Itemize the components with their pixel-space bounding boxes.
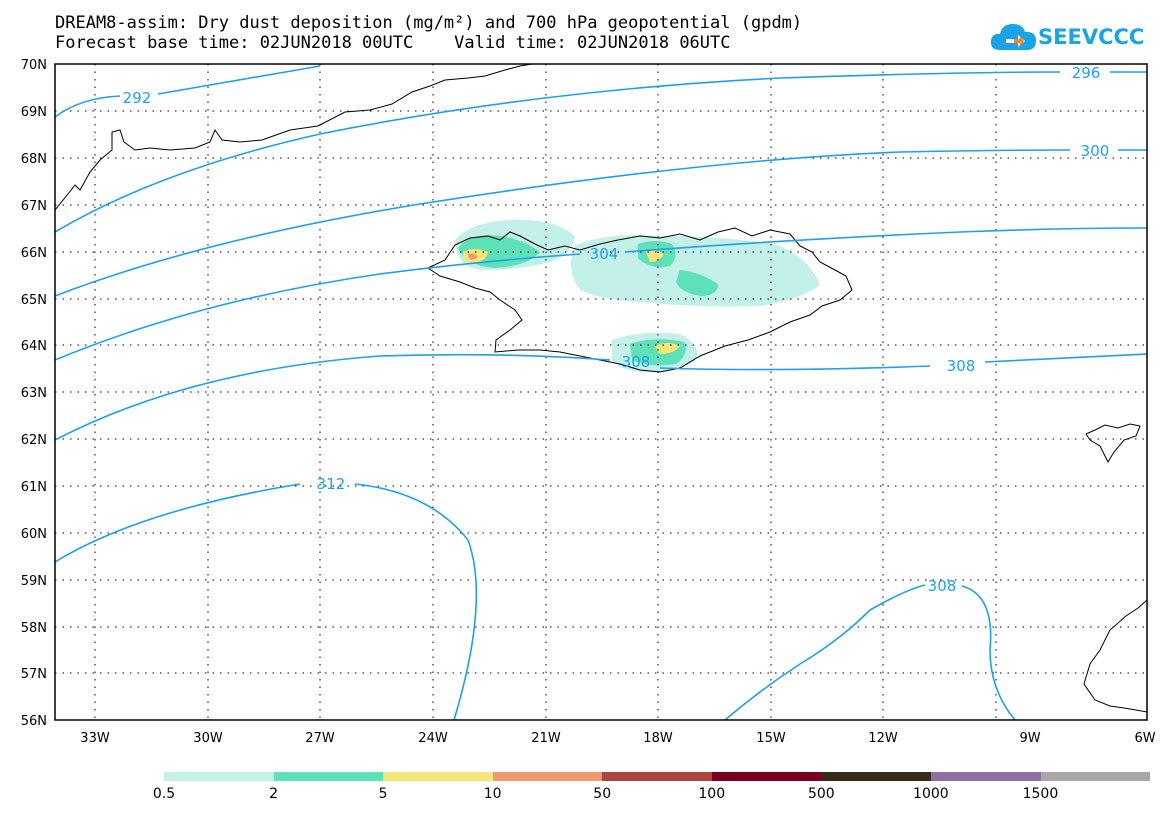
legend-label: 10 (483, 786, 502, 802)
legend-swatch (930, 772, 1041, 781)
contour-label-304: 304 (590, 245, 619, 263)
cloud-arrow-icon (990, 24, 1036, 50)
lon-label: 21W (531, 731, 561, 746)
lat-label: 70N (21, 58, 47, 73)
legend-swatch (164, 772, 274, 781)
lat-label: 66N (21, 246, 47, 261)
legend-colorbar (164, 772, 1151, 781)
seevccc-logo: SEEVCCC (990, 18, 1144, 58)
lon-label: 18W (643, 731, 673, 746)
legend-swatch (492, 772, 603, 781)
title-line-1: DREAM8-assim: Dry dust deposition (mg/m²… (55, 13, 803, 33)
faroe-islands-coast (1085, 423, 1141, 464)
lat-label: 56N (21, 714, 47, 729)
lon-label: 24W (418, 731, 448, 746)
legend-label: 1500 (1022, 786, 1059, 802)
lon-label: 30W (193, 731, 223, 746)
contour-label-308-south: 308 (928, 577, 957, 595)
legend-swatch (711, 772, 822, 781)
lat-label: 57N (21, 667, 47, 682)
contour-labels: 292 296 300 304 308 308 312 308 (123, 64, 1110, 595)
contour-label-308-east: 308 (947, 357, 976, 375)
contour-label-296: 296 (1072, 64, 1101, 82)
lat-label: 61N (21, 480, 47, 495)
legend-label: 5 (378, 786, 388, 802)
lat-label: 63N (21, 386, 47, 401)
contour-label-292: 292 (123, 89, 152, 107)
lat-label: 64N (21, 339, 47, 354)
legend-label: 1000 (913, 786, 949, 802)
iceland-coast (426, 227, 853, 373)
lat-label: 69N (21, 105, 47, 120)
lat-label: 58N (21, 621, 47, 636)
map-frame (54, 63, 1148, 721)
legend-swatch (821, 772, 931, 781)
legend-label: 0.5 (152, 786, 176, 802)
legend-swatch (1040, 772, 1151, 781)
legend-swatch (602, 772, 712, 781)
lon-label: 6W (1134, 731, 1155, 746)
lat-label: 67N (21, 199, 47, 214)
legend-label: 50 (593, 786, 612, 802)
lat-label: 62N (21, 433, 47, 448)
contour-label-308-iceland: 308 (622, 353, 651, 371)
scotland-coast (1083, 599, 1148, 713)
lon-label: 12W (868, 731, 898, 746)
longitude-labels: 33W 30W 27W 24W 21W 18W 15W 12W 9W 6W (80, 731, 1155, 746)
latitude-labels: 70N 69N 68N 67N 66N 65N 64N 63N 62N 61N … (21, 58, 47, 729)
legend-label: 2 (269, 786, 279, 802)
legend-label: 100 (698, 786, 726, 802)
legend-label: 500 (807, 786, 835, 802)
contour-label-312: 312 (317, 475, 346, 493)
geopotential-contours (54, 65, 1148, 721)
legend-swatch (273, 772, 384, 781)
lon-label: 9W (1019, 731, 1040, 746)
lat-label: 68N (21, 152, 47, 167)
logo-text: SEEVCCC (1038, 25, 1145, 49)
contour-label-300: 300 (1081, 142, 1110, 160)
title-line-2: Forecast base time: 02JUN2018 00UTC Vali… (55, 33, 731, 53)
gridlines (55, 64, 1147, 720)
lat-label: 59N (21, 574, 47, 589)
legend-swatch (383, 772, 493, 781)
lat-label: 60N (21, 527, 47, 542)
lat-label: 65N (21, 293, 47, 308)
coastlines (54, 63, 1148, 713)
greenland-coast (54, 63, 533, 211)
lon-label: 27W (305, 731, 335, 746)
lon-label: 33W (80, 731, 110, 746)
lon-label: 15W (756, 731, 786, 746)
